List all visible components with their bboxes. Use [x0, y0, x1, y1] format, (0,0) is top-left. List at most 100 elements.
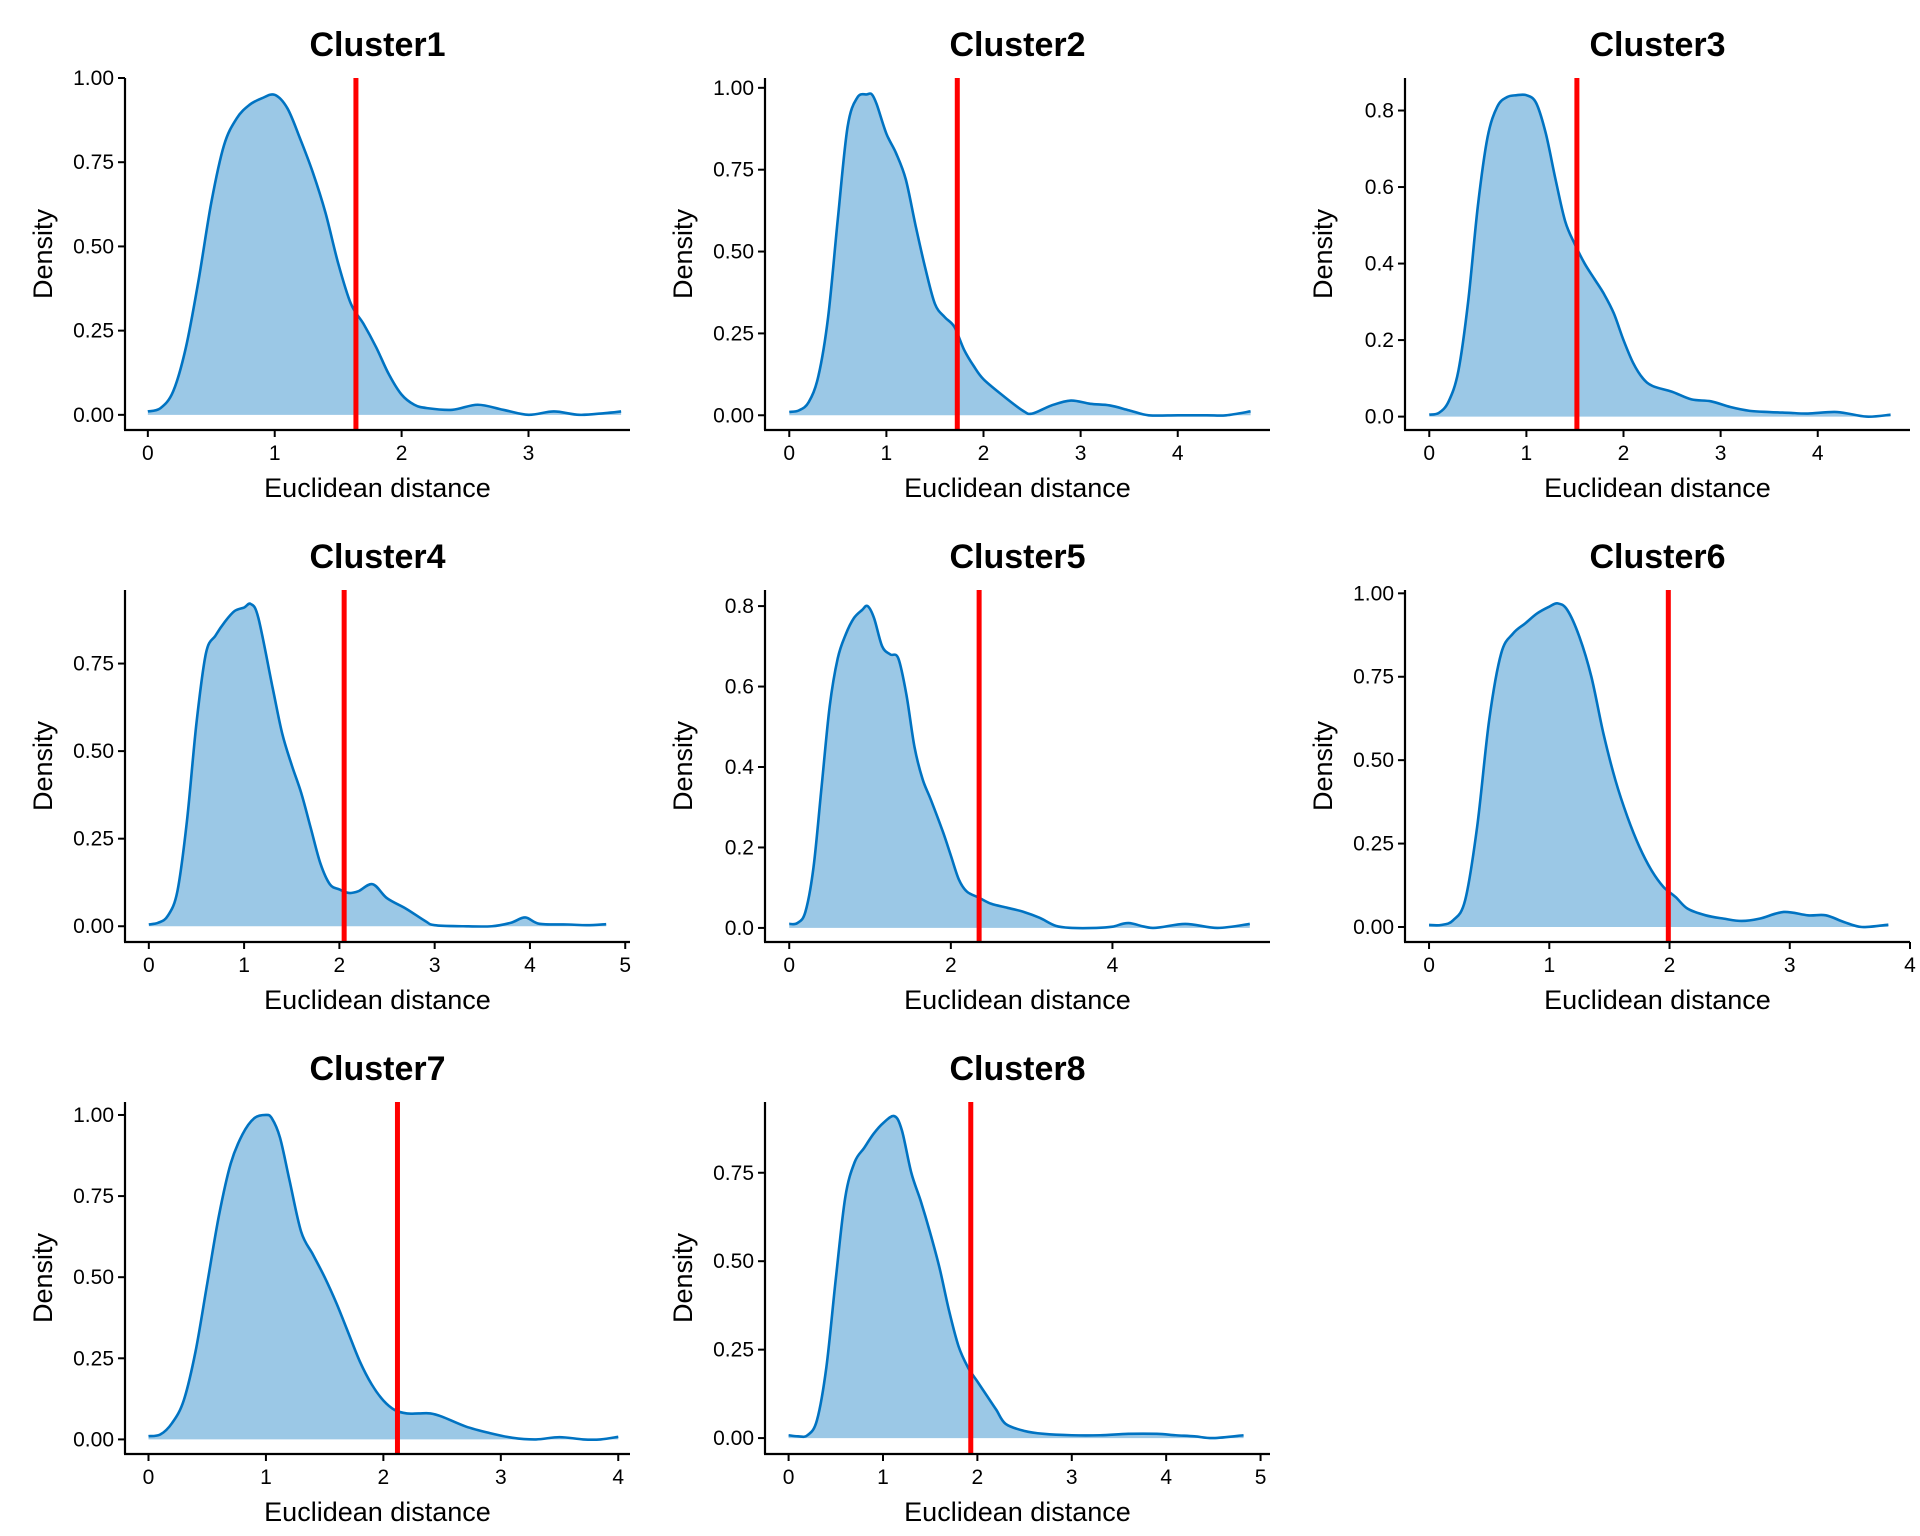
y-tick-label: 0.00	[1353, 916, 1394, 939]
y-tick-label: 0.75	[713, 1162, 754, 1185]
x-axis-title: Euclidean distance	[264, 985, 491, 1015]
panel-cluster3: Cluster3 0.0 0.2 0.4 0.6 0.8 0 1 2 3 4 Euclidean di…	[1308, 26, 1910, 503]
x-tick-label: 0	[1423, 954, 1435, 977]
density-area	[1429, 603, 1889, 928]
y-axis-title: Density	[28, 1232, 58, 1323]
x-axis-title: Euclidean distance	[904, 985, 1131, 1015]
density-curve	[147, 93, 622, 417]
y-axis-title: Density	[1308, 208, 1338, 299]
y-tick-label: 0.6	[725, 676, 754, 699]
y-tick-label: 0.8	[725, 595, 754, 618]
x-tick-label: 0	[142, 442, 154, 465]
x-tick-label: 3	[1715, 442, 1727, 465]
y-tick-label: 0.75	[73, 151, 114, 174]
y-tick-label: 1.00	[713, 77, 754, 100]
x-tick-label: 3	[523, 442, 535, 465]
x-tick-label: 0	[143, 1466, 155, 1489]
y-tick-label: 0.6	[1365, 176, 1394, 199]
y-axis-title: Density	[28, 720, 58, 811]
x-axis-title: Euclidean distance	[1544, 473, 1771, 503]
density-area	[788, 1115, 1244, 1439]
y-tick-label: 0.50	[1353, 749, 1394, 772]
x-tick-label: 1	[238, 954, 250, 977]
density-curve	[1429, 93, 1891, 418]
x-tick-label: 3	[1075, 442, 1087, 465]
x-tick-label: 1	[881, 442, 893, 465]
y-tick-label: 0.25	[73, 320, 114, 343]
x-tick-label: 5	[1255, 1466, 1267, 1489]
density-area	[147, 94, 622, 415]
panel-title: Cluster5	[949, 538, 1085, 576]
x-axis-title: Euclidean distance	[264, 473, 491, 503]
x-tick-label: 3	[429, 954, 441, 977]
panel-cluster6: Cluster6 0.00 0.25 0.50 0.75 1.00 0 1 2 3 4 Euclide…	[1308, 538, 1916, 1015]
panel-title: Cluster2	[949, 26, 1085, 64]
x-tick-label: 2	[1618, 442, 1630, 465]
x-tick-label: 1	[1543, 954, 1555, 977]
y-tick-label: 0.0	[725, 917, 754, 940]
x-tick-label: 4	[1904, 954, 1916, 977]
y-tick-label: 0.00	[73, 915, 114, 938]
panel-title: Cluster1	[309, 26, 445, 64]
x-tick-label: 2	[396, 442, 408, 465]
density-curve	[148, 602, 607, 928]
x-tick-label: 3	[1784, 954, 1796, 977]
x-tick-label: 4	[524, 954, 536, 977]
x-tick-label: 1	[1521, 442, 1533, 465]
y-tick-label: 0.75	[73, 1185, 114, 1208]
x-tick-label: 2	[334, 954, 346, 977]
y-axis-title: Density	[28, 208, 58, 299]
x-axis-title: Euclidean distance	[904, 473, 1131, 503]
y-tick-label: 0.75	[73, 653, 114, 676]
density-area	[148, 603, 607, 927]
y-tick-label: 0.50	[73, 1266, 114, 1289]
x-tick-label: 5	[619, 954, 631, 977]
panel-cluster2: Cluster2 0.00 0.25 0.50 0.75 1.00 0 1 2 3 4 Euclide…	[668, 26, 1270, 503]
y-axis-title: Density	[668, 1232, 698, 1323]
x-tick-label: 4	[1172, 442, 1184, 465]
y-tick-label: 0.00	[73, 1428, 114, 1451]
x-tick-label: 4	[612, 1466, 624, 1489]
panel-title: Cluster3	[1589, 26, 1725, 64]
x-tick-label: 0	[783, 1466, 795, 1489]
y-axis-title: Density	[1308, 720, 1338, 811]
y-tick-label: 0.4	[1365, 253, 1395, 276]
x-tick-label: 3	[1066, 1466, 1078, 1489]
panel-title: Cluster6	[1589, 538, 1725, 576]
y-tick-label: 0.50	[713, 241, 754, 264]
x-tick-label: 1	[269, 442, 281, 465]
y-tick-label: 0.50	[73, 740, 114, 763]
x-tick-label: 2	[945, 954, 957, 977]
y-tick-label: 0.50	[73, 235, 114, 258]
x-tick-label: 0	[1423, 442, 1435, 465]
x-axis-title: Euclidean distance	[1544, 985, 1771, 1015]
density-area	[1429, 94, 1891, 417]
density-area	[148, 1114, 619, 1440]
x-tick-label: 0	[783, 442, 795, 465]
x-tick-label: 2	[972, 1466, 984, 1489]
panel-cluster7: Cluster7 0.00 0.25 0.50 0.75 1.00 0 1 2 3 4 Euclide…	[28, 1050, 630, 1527]
y-tick-label: 0.25	[713, 322, 754, 345]
x-tick-label: 0	[783, 954, 795, 977]
density-curve	[789, 92, 1251, 417]
x-tick-label: 4	[1160, 1466, 1172, 1489]
y-tick-label: 0.25	[713, 1339, 754, 1362]
y-tick-label: 1.00	[73, 67, 114, 90]
y-axis-title: Density	[668, 208, 698, 299]
y-tick-label: 0.00	[713, 404, 754, 427]
y-tick-label: 0.75	[713, 159, 754, 182]
x-tick-label: 3	[495, 1466, 507, 1489]
y-tick-label: 0.2	[1365, 329, 1394, 352]
y-tick-label: 0.50	[713, 1250, 754, 1273]
panel-cluster5: Cluster5 0.0 0.2 0.4 0.6 0.8 0 2 4 Euclidean dist…	[668, 538, 1270, 1015]
y-tick-label: 0.0	[1365, 406, 1394, 429]
panel-title: Cluster8	[949, 1050, 1085, 1088]
density-curve	[788, 1114, 1244, 1440]
y-tick-label: 0.2	[725, 836, 754, 859]
density-area	[789, 93, 1251, 416]
y-tick-label: 0.25	[1353, 833, 1394, 856]
y-tick-label: 0.25	[73, 828, 114, 851]
x-axis-title: Euclidean distance	[264, 1497, 491, 1527]
x-tick-label: 1	[260, 1466, 272, 1489]
